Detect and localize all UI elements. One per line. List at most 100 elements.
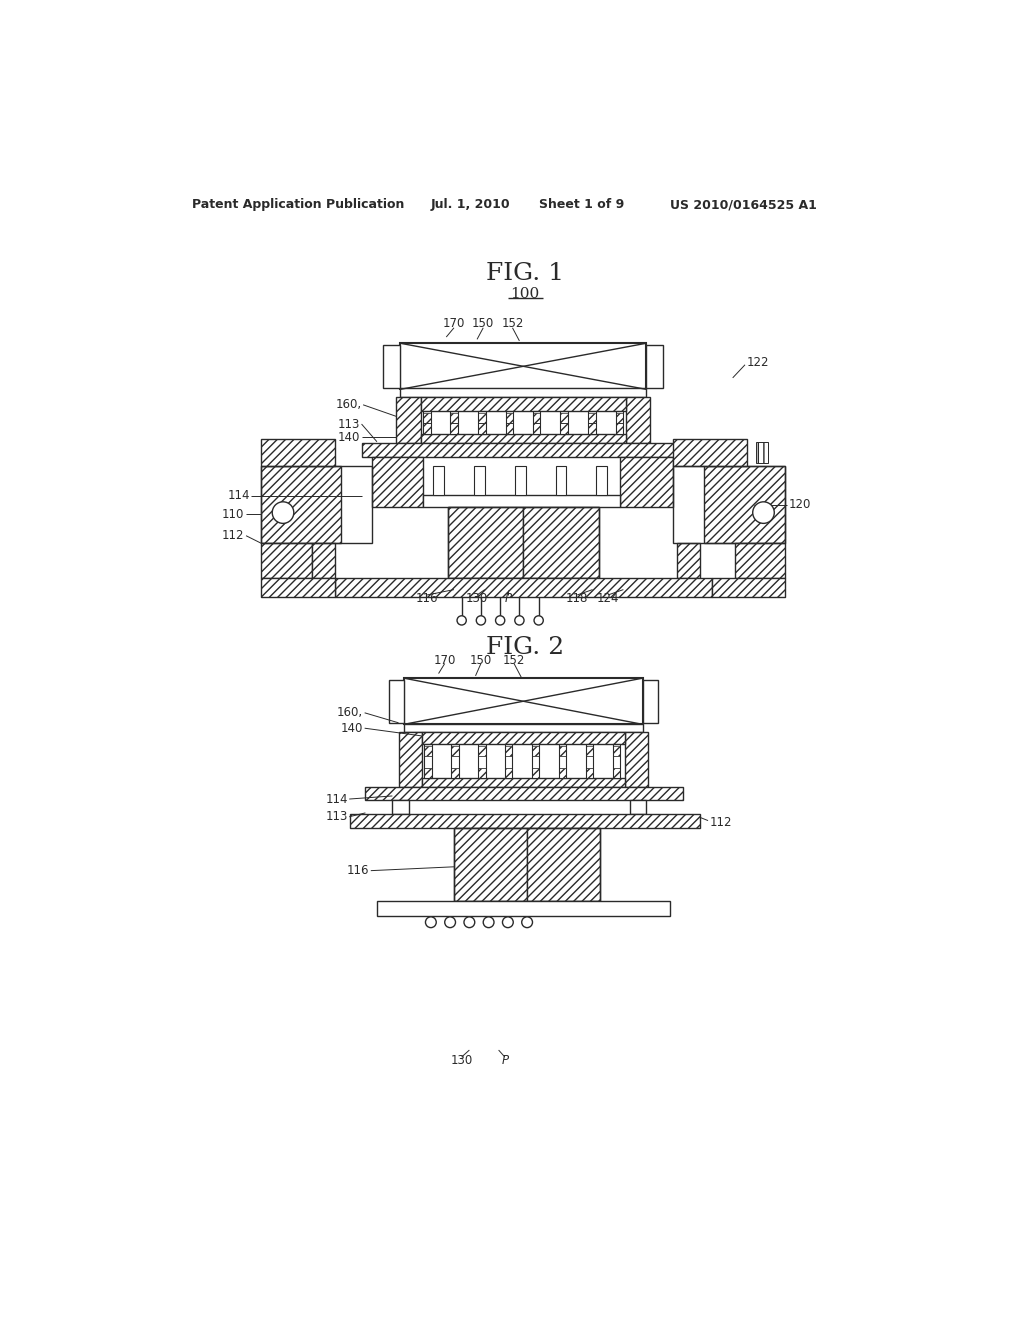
Bar bbox=[506, 413, 513, 424]
Bar bbox=[588, 413, 596, 424]
Bar bbox=[421, 434, 626, 444]
Bar bbox=[506, 424, 513, 434]
Text: P: P bbox=[504, 593, 511, 606]
Bar bbox=[454, 828, 527, 900]
Bar bbox=[451, 744, 459, 779]
Bar bbox=[478, 756, 485, 768]
Bar bbox=[392, 800, 410, 813]
Circle shape bbox=[503, 917, 513, 928]
Bar bbox=[756, 442, 768, 462]
Circle shape bbox=[753, 502, 774, 524]
Bar bbox=[556, 466, 566, 495]
Text: FIG. 1: FIG. 1 bbox=[485, 263, 564, 285]
Bar bbox=[532, 424, 541, 434]
Text: 114: 114 bbox=[227, 490, 250, 502]
Text: 160,: 160, bbox=[337, 706, 364, 719]
Text: 113: 113 bbox=[326, 810, 348, 824]
Bar bbox=[705, 466, 785, 544]
Bar bbox=[505, 756, 512, 768]
Bar bbox=[586, 756, 593, 768]
Bar bbox=[506, 411, 513, 434]
Bar bbox=[527, 828, 600, 900]
Bar bbox=[505, 768, 512, 779]
Bar bbox=[451, 413, 458, 424]
Bar bbox=[588, 411, 596, 434]
Bar bbox=[451, 756, 459, 768]
Circle shape bbox=[535, 615, 544, 626]
Bar bbox=[433, 466, 444, 495]
Text: 114: 114 bbox=[326, 792, 348, 805]
Bar bbox=[612, 744, 621, 779]
Bar bbox=[620, 457, 674, 507]
Bar bbox=[422, 733, 625, 744]
Text: 152: 152 bbox=[503, 653, 525, 667]
Circle shape bbox=[521, 917, 532, 928]
Bar bbox=[615, 413, 624, 424]
Bar bbox=[454, 828, 600, 900]
Bar bbox=[531, 746, 540, 756]
Bar bbox=[478, 424, 485, 434]
Text: 170: 170 bbox=[433, 653, 456, 667]
Bar bbox=[630, 800, 646, 813]
Bar bbox=[615, 411, 624, 434]
Bar bbox=[505, 746, 512, 756]
Bar bbox=[559, 744, 566, 779]
Bar bbox=[531, 744, 540, 779]
Text: 150: 150 bbox=[470, 653, 493, 667]
Text: 110: 110 bbox=[222, 508, 245, 520]
Bar bbox=[559, 746, 566, 756]
Text: 160,: 160, bbox=[336, 399, 361, 412]
Text: 170: 170 bbox=[442, 317, 465, 330]
Bar bbox=[478, 411, 485, 434]
Bar bbox=[559, 756, 566, 768]
Bar bbox=[626, 397, 650, 444]
Bar bbox=[400, 388, 646, 397]
Bar bbox=[447, 507, 599, 578]
Bar bbox=[674, 440, 746, 466]
Bar bbox=[586, 746, 593, 756]
Bar bbox=[559, 768, 566, 779]
Text: 140: 140 bbox=[341, 722, 364, 735]
Text: 112: 112 bbox=[710, 816, 732, 829]
Bar bbox=[261, 578, 335, 597]
Bar bbox=[560, 411, 568, 434]
Text: FIG. 2: FIG. 2 bbox=[485, 636, 564, 659]
Bar bbox=[643, 680, 658, 723]
Text: 116: 116 bbox=[416, 593, 438, 606]
Bar bbox=[422, 779, 625, 788]
Bar bbox=[403, 725, 643, 733]
Text: 152: 152 bbox=[502, 317, 523, 330]
Bar bbox=[451, 746, 459, 756]
Bar bbox=[451, 424, 458, 434]
Bar bbox=[612, 746, 621, 756]
Bar bbox=[261, 466, 341, 544]
Text: P: P bbox=[501, 1055, 508, 1068]
Bar bbox=[424, 746, 432, 756]
Bar bbox=[311, 544, 335, 578]
Circle shape bbox=[464, 917, 475, 928]
Bar bbox=[423, 411, 431, 434]
Bar bbox=[625, 733, 648, 788]
Bar bbox=[261, 440, 335, 466]
Bar bbox=[532, 411, 541, 434]
Bar bbox=[515, 466, 525, 495]
Bar bbox=[588, 424, 596, 434]
Circle shape bbox=[476, 615, 485, 626]
Text: 122: 122 bbox=[746, 356, 769, 370]
Circle shape bbox=[425, 917, 436, 928]
Bar bbox=[646, 345, 664, 388]
Text: 150: 150 bbox=[472, 317, 495, 330]
Circle shape bbox=[515, 615, 524, 626]
Bar bbox=[560, 413, 568, 424]
Bar bbox=[612, 756, 621, 768]
Circle shape bbox=[457, 615, 466, 626]
Bar bbox=[388, 680, 403, 723]
Text: Sheet 1 of 9: Sheet 1 of 9 bbox=[539, 198, 624, 211]
Bar bbox=[421, 397, 626, 411]
Bar bbox=[350, 813, 700, 828]
Bar bbox=[366, 788, 683, 800]
Text: 124: 124 bbox=[597, 593, 620, 606]
Bar bbox=[335, 578, 712, 597]
Bar bbox=[423, 413, 431, 424]
Text: 130: 130 bbox=[451, 1055, 473, 1068]
